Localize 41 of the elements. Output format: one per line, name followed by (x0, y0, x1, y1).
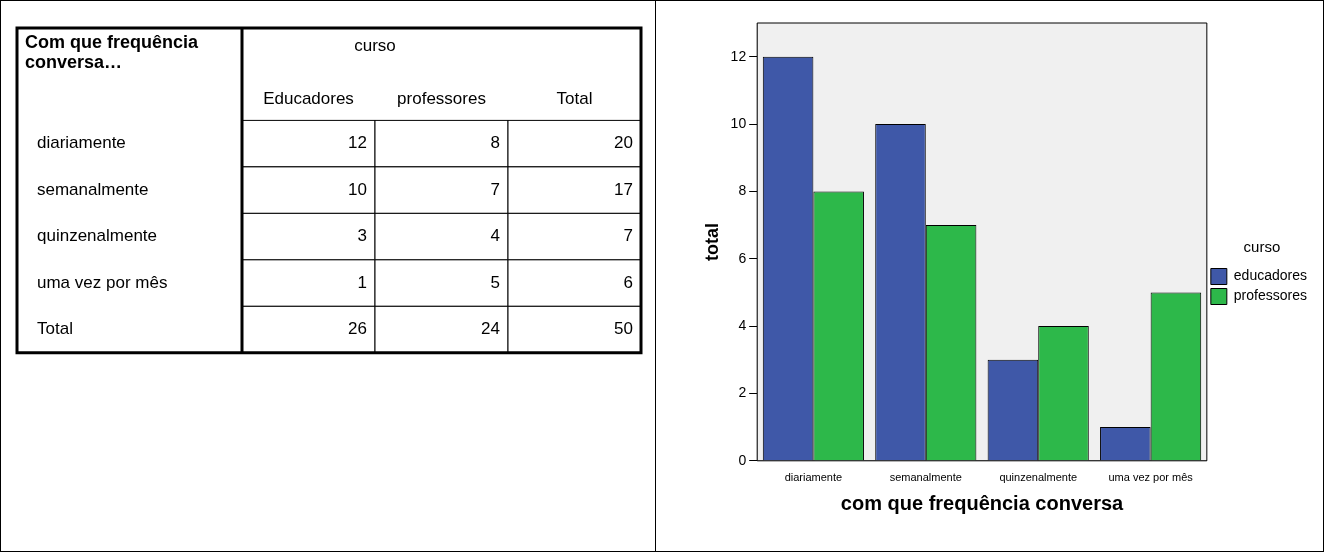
y-tick-label: uma vez por mês (37, 272, 168, 292)
y-tick-label: 10 (730, 114, 747, 131)
data-label: 8 (490, 133, 500, 153)
x-axis-title: curso (354, 36, 396, 56)
y-tick-label: semanalmente (37, 179, 149, 199)
data-label: 1 (357, 272, 367, 292)
data-label: 17 (614, 179, 633, 199)
x-tick-label: semanalmente (889, 471, 962, 484)
x-axis-title: com que frequência conversa (840, 491, 1125, 514)
data-label: 12 (348, 133, 367, 153)
legend-label: educadores (1233, 267, 1308, 284)
x-tick-label: uma vez por mês (1108, 471, 1194, 484)
x-tick-label: professores (397, 88, 486, 108)
data-label: 20 (614, 133, 633, 153)
data-label: 4 (490, 226, 500, 246)
x-tick-label: diariamente (784, 471, 843, 484)
data-label: 5 (490, 272, 500, 292)
data-label: 3 (357, 226, 367, 246)
y-tick-label: 0 (738, 451, 747, 468)
data-label: 6 (623, 272, 633, 292)
y-tick-label: 2 (738, 384, 747, 401)
data-label: 7 (623, 226, 633, 246)
y-tick-label: 6 (738, 249, 747, 266)
x-tick-label: Educadores (263, 88, 354, 108)
y-tick-label: 8 (738, 182, 747, 199)
legend-title: curso (1243, 238, 1281, 256)
y-tick-label: Total (37, 319, 73, 339)
data-label: 10 (348, 179, 367, 199)
chart-title: Com que frequência conversa… (25, 31, 200, 72)
data-label: 24 (481, 319, 500, 339)
y-tick-label: 12 (730, 47, 747, 64)
y-tick-label: diariamente (37, 133, 126, 153)
x-tick-label: Total (556, 88, 593, 108)
data-label: 26 (348, 319, 367, 339)
x-tick-label: quinzenalmente (999, 471, 1078, 484)
legend-label: professores (1233, 287, 1307, 304)
y-tick-label: quinzenalmente (37, 226, 158, 246)
data-label: 7 (490, 179, 500, 199)
y-tick-label: 4 (738, 316, 747, 333)
y-axis-title: total (701, 222, 722, 261)
data-label: 50 (614, 319, 633, 339)
